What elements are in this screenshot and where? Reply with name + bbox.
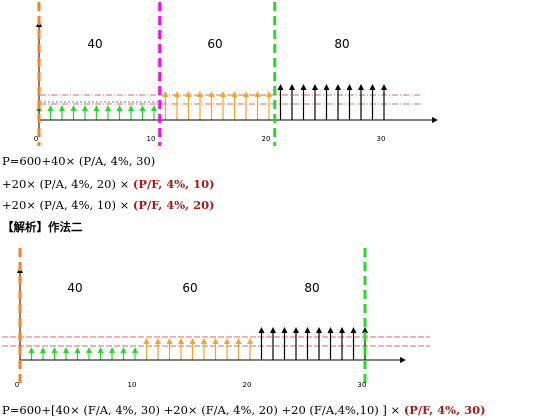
formula1-line3-factor: (P/F, 4%, 20): [132, 198, 215, 212]
cash-flow-arrow: [132, 347, 138, 360]
time-axis-arrowhead: [432, 117, 438, 123]
cash-flow-arrow: [109, 347, 115, 360]
tick-label: 10: [147, 135, 156, 143]
formula1-line1: P=600+40× (P/A, 4%, 30): [2, 154, 156, 168]
tick-label: 30: [377, 135, 386, 143]
cash-flow-arrow: [70, 105, 77, 120]
formula2-line1: P=600+[40× (F/A, 4%, 30) +20× (F/A, 4%, …: [2, 402, 486, 418]
formula1-line3-text: +20× (P/A, 4%, 10) ×: [2, 198, 133, 212]
cash-flow-arrow: [327, 327, 334, 360]
cash-flow-arrow: [40, 347, 46, 360]
cash-flow-arrow: [174, 91, 180, 120]
cash-flow-arrow: [155, 338, 161, 360]
cash-flow-arrow: [63, 347, 69, 360]
cash-flow-arrow: [189, 338, 196, 360]
cash-flow-arrow: [323, 84, 330, 120]
segment-amount-label: 40: [67, 281, 82, 295]
cash-flow-arrow: [28, 347, 35, 360]
cash-flow-arrow: [86, 347, 92, 360]
cash-flow-arrow: [139, 105, 146, 120]
segment-amount-label: 80: [334, 37, 349, 51]
formula1-line2-text: +20× (P/A, 4%, 20) ×: [2, 177, 133, 191]
cash-flow-arrow: [120, 347, 127, 360]
tick-label: 0: [15, 381, 19, 389]
cash-flow-arrow: [339, 327, 345, 360]
cash-flow-arrow: [362, 327, 368, 360]
segment-amount-label: 60: [207, 37, 222, 51]
cash-flow-arrow: [247, 338, 253, 360]
cash-flow-arrow: [254, 91, 261, 120]
cash-flow-arrow: [208, 91, 215, 120]
section-heading: 【解析】作法二: [2, 220, 83, 234]
cash-flow-diagram-2: 40 60 80 0 10 20 30: [2, 248, 430, 389]
cash-flow-arrow: [277, 84, 284, 120]
cash-flow-arrow: [105, 105, 111, 120]
cash-flow-arrow: [59, 105, 65, 120]
cash-flow-arrow: [197, 91, 203, 120]
cash-flow-arrow: [316, 327, 322, 360]
cash-flow-arrow: [358, 84, 364, 120]
cash-flow-arrow: [266, 91, 272, 120]
cash-flow-arrow: [346, 84, 353, 120]
cash-flow-arrow: [281, 327, 288, 360]
cash-flow-arrow: [93, 105, 100, 120]
cash-flow-arrow: [74, 347, 81, 360]
cash-flow-arrow: [143, 338, 150, 360]
cash-flow-arrow: [185, 91, 192, 120]
cash-flow-arrow: [178, 338, 184, 360]
tick-label: 20: [262, 135, 271, 143]
cash-flow-arrow: [231, 91, 238, 120]
cash-flow-arrow: [369, 84, 376, 120]
formula1-line3: +20× (P/A, 4%, 10) × (P/F, 4%, 20): [2, 197, 215, 213]
cash-flow-arrow: [300, 84, 307, 120]
cash-flow-arrow: [243, 91, 249, 120]
cash-flow-arrow: [312, 84, 318, 120]
cash-flow-arrow: [128, 105, 134, 120]
segment-amount-label: 80: [304, 281, 319, 295]
cash-flow-arrow: [116, 105, 123, 120]
formula2-factor: (P/F, 4%, 30): [403, 403, 486, 417]
segment-amount-label: 40: [87, 37, 102, 51]
cash-flow-arrow: [350, 327, 357, 360]
cash-flow-arrow: [381, 84, 387, 120]
cash-flow-arrow: [293, 327, 299, 360]
cash-flow-arrow: [162, 91, 169, 120]
cash-flow-arrow: [151, 105, 157, 120]
cash-flow-arrow: [258, 327, 265, 360]
tick-label: 0: [34, 135, 38, 143]
formula2-text: P=600+[40× (F/A, 4%, 30) +20× (F/A, 4%, …: [2, 403, 404, 417]
cash-flow-diagram-1: 40 60 80 0 10 20 30: [34, 2, 438, 146]
cash-flow-arrow: [212, 338, 219, 360]
cash-flow-arrow: [235, 338, 242, 360]
tick-label: 20: [243, 381, 252, 389]
time-axis-arrowhead: [400, 357, 406, 363]
formula1-line2-factor: (P/F, 4%, 10): [132, 177, 215, 191]
cash-flow-arrow: [201, 338, 207, 360]
cash-flow-arrow: [270, 327, 276, 360]
cash-flow-arrow: [47, 105, 54, 120]
cash-flow-arrow: [220, 91, 226, 120]
cash-flow-arrow: [335, 84, 341, 120]
cash-flow-arrow: [289, 84, 295, 120]
tick-label: 10: [128, 381, 137, 389]
cash-flow-arrow: [304, 327, 311, 360]
cash-flow-arrow: [166, 338, 173, 360]
cash-flow-arrow: [224, 338, 230, 360]
cash-flow-arrow: [51, 347, 58, 360]
cash-flow-arrow: [82, 105, 88, 120]
tick-label: 30: [358, 381, 367, 389]
segment-amount-label: 60: [182, 281, 197, 295]
formula1-line2: +20× (P/A, 4%, 20) × (P/F, 4%, 10): [2, 176, 215, 192]
cash-flow-arrow: [97, 347, 104, 360]
